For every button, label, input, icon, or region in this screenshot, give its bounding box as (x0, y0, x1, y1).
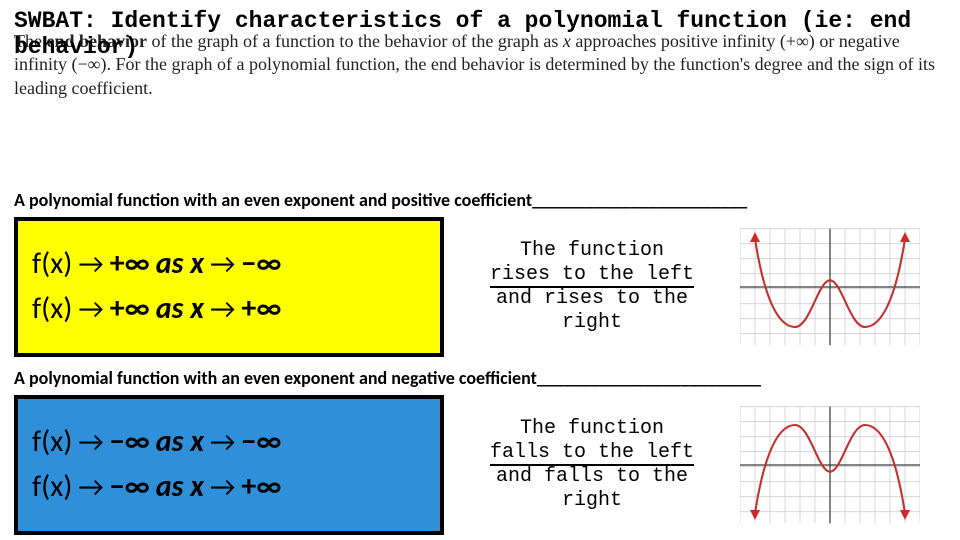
inf: +∞ (110, 290, 150, 327)
desc-line: and rises to the (462, 287, 722, 311)
case1-row: f(x) → +∞ as x → −∞ f(x) → +∞ as x → +∞ … (0, 217, 960, 357)
case2-formula-box: f(x) → −∞ as x → −∞ f(x) → −∞ as x → +∞ (14, 395, 444, 535)
arrow-icon: → (78, 469, 103, 504)
graph-svg (740, 217, 920, 357)
swbat-header: SWBAT: Identify characteristics of a pol… (0, 0, 960, 61)
desc-line: right (462, 489, 722, 513)
inf: −∞ (110, 468, 150, 505)
intro-t5: . For the graph of a polynomial function… (14, 54, 935, 97)
arrow-icon: → (210, 246, 235, 281)
arrow-icon: → (210, 424, 235, 459)
arrow-icon: → (210, 291, 235, 326)
desc-line: The function (462, 239, 722, 263)
arrow-icon: → (78, 291, 103, 326)
case2-row: f(x) → −∞ as x → −∞ f(x) → −∞ as x → +∞ … (0, 395, 960, 535)
inf: −∞ (241, 423, 281, 460)
case2-label: A polynomial function with an even expon… (0, 357, 960, 395)
asx: as x (156, 423, 204, 460)
fx: f(x) (32, 290, 72, 327)
case2-graph (740, 395, 920, 535)
case1-formula-2: f(x) → +∞ as x → +∞ (32, 290, 426, 327)
swbat-text: SWBAT: Identify characteristics of a pol… (14, 8, 911, 60)
case1-formula-box: f(x) → +∞ as x → −∞ f(x) → +∞ as x → +∞ (14, 217, 444, 357)
asx: as x (156, 245, 204, 282)
case1-label: A polynomial function with an even expon… (0, 179, 960, 217)
fx: f(x) (32, 468, 72, 505)
fx: f(x) (32, 423, 72, 460)
arrow-icon: → (78, 424, 103, 459)
desc-line: right (462, 311, 722, 335)
case2-description: The function falls to the left and falls… (462, 395, 722, 535)
arrow-icon: → (78, 246, 103, 281)
inf: +∞ (241, 290, 281, 327)
inf: −∞ (110, 423, 150, 460)
inf: +∞ (241, 468, 281, 505)
desc-line: The function (462, 417, 722, 441)
desc-line-underline: rises to the left (490, 263, 694, 288)
case1-formula-1: f(x) → +∞ as x → −∞ (32, 245, 426, 282)
case2-formula-1: f(x) → −∞ as x → −∞ (32, 423, 426, 460)
case1-graph (740, 217, 920, 357)
desc-line: and falls to the (462, 465, 722, 489)
case1-description: The function rises to the left and rises… (462, 217, 722, 357)
asx: as x (156, 468, 204, 505)
inf: −∞ (241, 245, 281, 282)
desc-line-underline: falls to the left (490, 441, 694, 466)
graph-svg (740, 395, 920, 535)
inf: +∞ (110, 245, 150, 282)
asx: as x (156, 290, 204, 327)
case2-formula-2: f(x) → −∞ as x → +∞ (32, 468, 426, 505)
fx: f(x) (32, 245, 72, 282)
arrow-icon: → (210, 469, 235, 504)
